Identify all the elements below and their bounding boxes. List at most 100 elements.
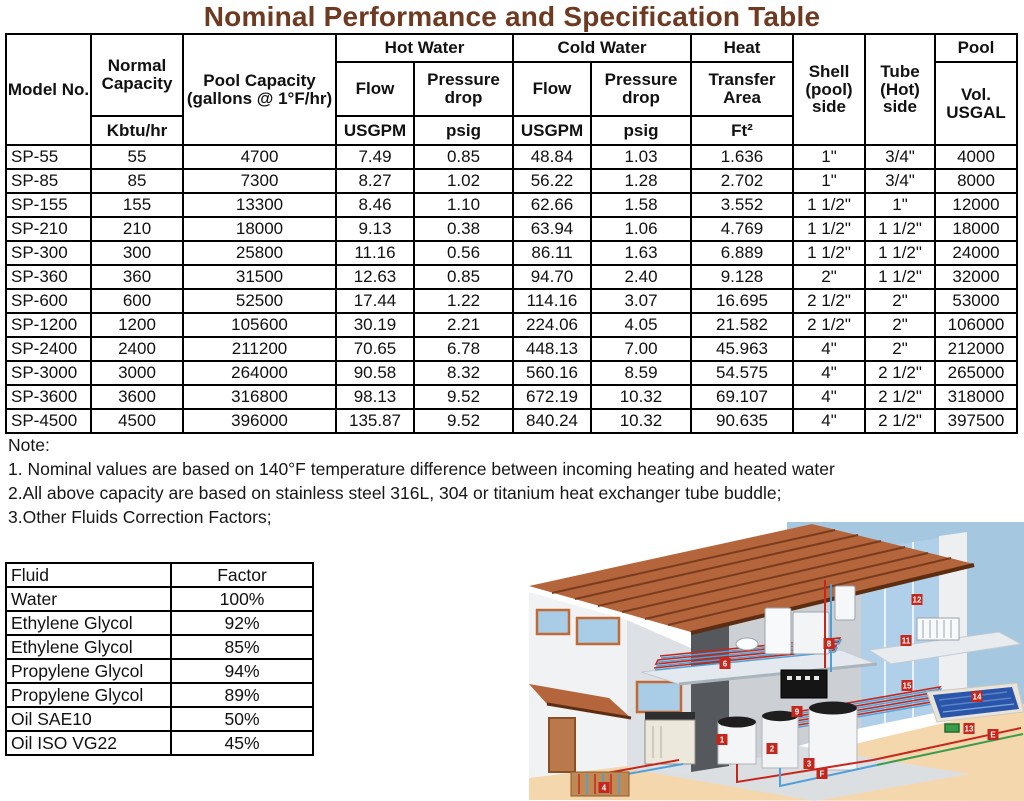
spec-table-row: SP-360 360 31500 12.63 0.85 94.70 2.40 9.128 2" 1…	[5, 264, 1018, 290]
value-cell: 48.84	[512, 144, 592, 170]
value-cell: 1 1/2"	[864, 216, 936, 242]
model-cell: SP-360	[5, 264, 92, 290]
value-cell: 212000	[934, 336, 1018, 362]
unit-ft2: Ft²	[690, 115, 794, 146]
value-cell: 52500	[182, 288, 337, 314]
illustration-label-text: 2	[770, 745, 775, 754]
value-cell: 12000	[934, 192, 1018, 218]
value-cell: 17.44	[335, 288, 415, 314]
page-title: Nominal Performance and Specification Ta…	[203, 1, 821, 32]
fluid-cell: Oil ISO VG22	[5, 730, 172, 756]
illustration-label-box	[803, 758, 815, 769]
value-cell: 1"	[864, 192, 936, 218]
factor-cell: 89%	[170, 682, 314, 708]
value-cell: 300	[90, 240, 184, 266]
illustration-label-box	[766, 743, 778, 754]
value-cell: 9.13	[335, 216, 415, 242]
value-cell: 8.32	[413, 360, 514, 386]
fluid-table-row: Oil SAE10 50%	[5, 706, 314, 732]
value-cell: 0.38	[413, 216, 514, 242]
note-line-3: 3.Other Fluids Correction Factors;	[8, 507, 272, 527]
illustration-label-box	[963, 723, 975, 734]
value-cell: 2 1/2"	[792, 288, 866, 314]
spec-table-row: SP-55 55 4700 7.49 0.85 48.84 1.03 1.636 1" 3/4" 4…	[5, 144, 1018, 170]
value-cell: 4"	[792, 384, 866, 410]
value-cell: 16.695	[690, 288, 794, 314]
value-cell: 0.56	[413, 240, 514, 266]
fluid-table-row: Propylene Glycol 89%	[5, 682, 314, 708]
value-cell: 3/4"	[864, 168, 936, 194]
illustration-label-box	[823, 638, 835, 649]
value-cell: 155	[90, 192, 184, 218]
value-cell: 1 1/2"	[792, 240, 866, 266]
col-header-normal-capacity: Normal Capacity	[90, 33, 184, 117]
value-cell: 90.58	[335, 360, 415, 386]
value-cell: 4000	[934, 144, 1018, 170]
illustration-label-box	[987, 729, 999, 740]
porch-roof	[529, 684, 631, 718]
illustration-label-box	[911, 594, 923, 605]
spec-table-row: SP-85 85 7300 8.27 1.02 56.22 1.28 2.702 1" 3/4" 8…	[5, 168, 1018, 194]
value-cell: 211200	[182, 336, 337, 362]
value-cell: 13300	[182, 192, 337, 218]
value-cell: 6.78	[413, 336, 514, 362]
factor-cell: 100%	[170, 586, 314, 612]
illustration-label-text: E	[990, 731, 996, 740]
roof	[529, 524, 975, 720]
value-cell: 24000	[934, 240, 1018, 266]
value-cell: 7.49	[335, 144, 415, 170]
model-cell: SP-210	[5, 216, 92, 242]
value-cell: 2.40	[590, 264, 692, 290]
value-cell: 2"	[864, 336, 936, 362]
spec-table-row: SP-3000 3000 264000 90.58 8.32 560.16 8.59 54.5…	[5, 360, 1018, 386]
factor-col-header: Factor	[170, 562, 314, 588]
illustration-label-text: 9	[795, 708, 800, 717]
model-cell: SP-600	[5, 288, 92, 314]
illustration-label-text: 13	[965, 725, 974, 734]
value-cell: 8.27	[335, 168, 415, 194]
value-cell: 8000	[934, 168, 1018, 194]
illustration-label-text: 14	[973, 693, 982, 702]
unit-cold-usgpm: USGPM	[512, 115, 592, 146]
notes-label: Note:	[8, 435, 50, 455]
value-cell: 10.32	[590, 384, 692, 410]
model-cell: SP-4500	[5, 408, 92, 434]
fluid-col-header: Fluid	[5, 562, 172, 588]
illustration-label-box	[716, 734, 728, 745]
value-cell: 69.107	[690, 384, 794, 410]
illustration-label-box	[900, 635, 912, 646]
heat-pump-unit	[644, 712, 696, 765]
value-cell: 105600	[182, 312, 337, 338]
value-cell: 9.52	[413, 408, 514, 434]
value-cell: 86.11	[512, 240, 592, 266]
group-header-hot-water: Hot Water	[335, 33, 514, 63]
value-cell: 224.06	[512, 312, 592, 338]
value-cell: 1.63	[590, 240, 692, 266]
unit-hot-psig: psig	[413, 115, 514, 146]
pool-pump	[944, 723, 960, 733]
col-header-pool-vol: Vol. USGAL	[934, 61, 1018, 146]
value-cell: 7300	[182, 168, 337, 194]
col-header-pool-capacity: Pool Capacity (gallons @ 1°F/hr)	[182, 33, 337, 146]
illustration-label-text: 12	[913, 596, 922, 605]
value-cell: 4700	[182, 144, 337, 170]
value-cell: 45.963	[690, 336, 794, 362]
value-cell: 560.16	[512, 360, 592, 386]
value-cell: 94.70	[512, 264, 592, 290]
col-header-shell-side: Shell (pool) side	[792, 33, 866, 146]
model-cell: SP-300	[5, 240, 92, 266]
value-cell: 135.87	[335, 408, 415, 434]
value-cell: 3.07	[590, 288, 692, 314]
spec-table-row: SP-300 300 25800 11.16 0.56 86.11 1.63 6.889 1 1…	[5, 240, 1018, 266]
value-cell: 6.889	[690, 240, 794, 266]
factor-cell: 92%	[170, 610, 314, 636]
storage-tanks	[717, 701, 858, 771]
value-cell: 54.575	[690, 360, 794, 386]
spec-table-header: Model No. Normal Capacity Pool Capacity …	[5, 33, 1018, 146]
bathroom-fixtures	[735, 585, 856, 655]
value-cell: 1.636	[690, 144, 794, 170]
value-cell: 265000	[934, 360, 1018, 386]
value-cell: 2 1/2"	[864, 408, 936, 434]
value-cell: 3000	[90, 360, 184, 386]
value-cell: 2 1/2"	[792, 312, 866, 338]
